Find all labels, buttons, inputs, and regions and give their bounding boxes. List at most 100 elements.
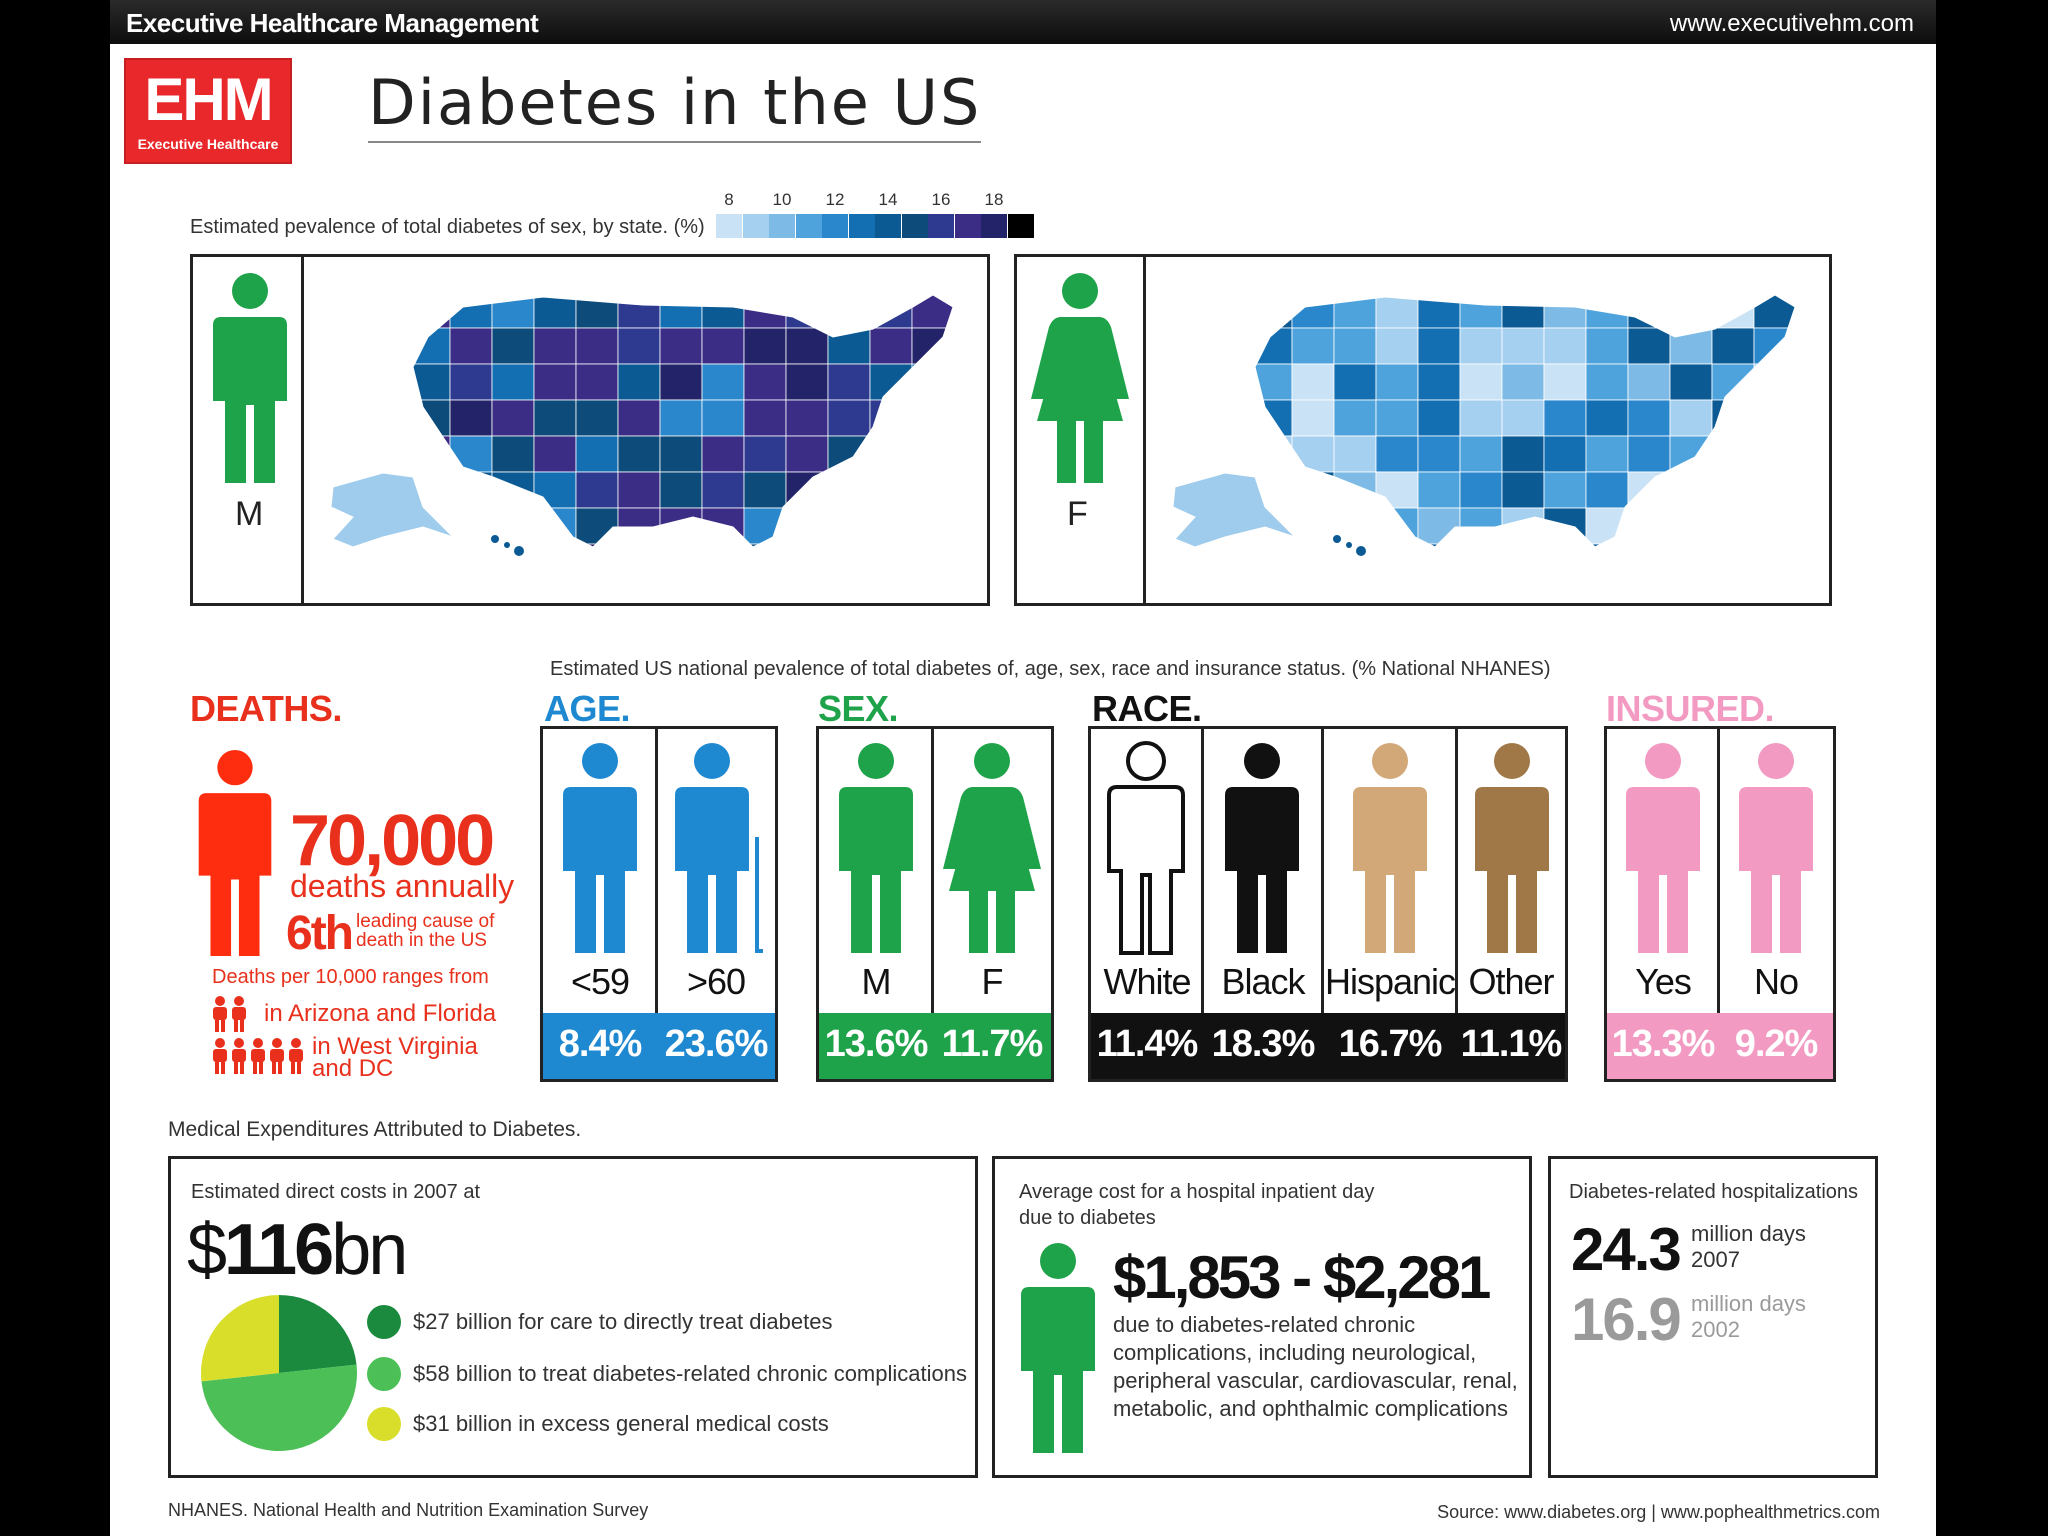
black-person-icon [1225,743,1299,953]
inpatient-note-line-4: metabolic, and ophthalmic complications [1113,1396,1508,1421]
sex-group-panel: M F 13.6% 11.7% [816,726,1054,1082]
age-value-bar: 8.4% 23.6% [543,1013,775,1079]
female-map-label: F [1067,495,1088,533]
female-map-panel: F [1014,254,1832,606]
site-url[interactable]: www.executivehm.com [1669,10,1914,37]
inpatient-person-icon [1021,1243,1095,1453]
deaths-figure-icon [198,749,272,957]
pie-slice-excess [201,1295,279,1382]
insured-no-value: 9.2% [1734,1023,1819,1065]
death-rank-note-line-1: leading cause of [356,911,495,932]
death-range-low: in Arizona and Florida [264,1000,497,1027]
deaths-count: 70,000 [290,801,495,881]
legend-tick: 14 [878,190,898,209]
race-white-cell: White [1091,729,1203,1079]
male-figure-icon [213,273,287,483]
age-under-59-cell: <59 [543,729,657,1079]
legend-swatch [822,214,848,238]
legend-tick: 16 [931,190,951,209]
sex-female-cell: F [931,729,1051,1079]
legend-swatch [875,214,901,238]
ehm-logo: EHM Executive Healthcare [124,58,292,164]
insured-no-cell: No [1717,729,1833,1079]
map-caption: Estimated pevalence of total diabetes of… [190,216,705,238]
sex-heading: SEX. [818,688,899,729]
race-group-panel: White Black Hispanic Other 11.4% 18.3% 1… [1088,726,1568,1082]
sex-male-value: 13.6% [824,1023,929,1065]
death-range-high: in West Virginia and DC [312,1035,478,1081]
legend-dot-excess [367,1407,401,1441]
legend-swatch [901,214,928,238]
legend-swatch [981,214,1007,238]
inpatient-note-line-1: due to diabetes-related chronic [1113,1312,1416,1337]
legend-direct-care: $27 billion for care to directly treat d… [413,1309,833,1334]
death-rank-note-line-2: death in the US [356,930,487,951]
hospitalizations-2007-value: 24.3 [1571,1216,1682,1283]
female-figure-icon [1031,273,1129,483]
insured-person-icon [1626,743,1700,953]
hospitalizations-panel: Diabetes-related hospitalizations 24.3 m… [1548,1156,1878,1478]
inpatient-label: Average cost for a hospital inpatient da… [1019,1179,1374,1231]
top-bar: Executive Healthcare Management www.exec… [110,0,1936,44]
hospitalizations-2007-unit: million days 2007 [1691,1221,1806,1273]
unit-text: million days [1691,1221,1806,1246]
male-map-panel: M [190,254,990,606]
direct-costs-pie-chart [201,1295,357,1451]
direct-costs-panel: Estimated direct costs in 2007 at $116bn… [168,1156,978,1478]
insured-value-bar: 13.3% 9.2% [1607,1013,1833,1079]
death-range-label: Deaths per 10,000 ranges from [212,966,489,988]
medical-caption: Medical Expenditures Attributed to Diabe… [168,1118,582,1141]
brand-name: Executive Healthcare Management [126,8,539,38]
female-us-map [1172,294,1796,556]
pie-slice-chronic [201,1364,357,1451]
legend-chronic: $58 billion to treat diabetes-related ch… [413,1361,967,1386]
race-label: Hispanic [1324,961,1456,1002]
race-label: Other [1468,961,1554,1002]
female-person-icon [943,743,1041,953]
race-white-value: 11.4% [1096,1023,1199,1065]
logo-text: EHM [144,66,273,133]
legend-excess: $31 billion in excess general medical co… [413,1411,829,1436]
male-person-icon [839,743,913,953]
legend-swatch [954,214,981,238]
year-text: 2002 [1691,1317,1740,1342]
inpatient-cost-note: due to diabetes-related chronic complica… [1113,1311,1518,1423]
death-rank-note: leading cause of death in the US [356,912,494,950]
amount-value: 116 [224,1210,334,1290]
footer-source[interactable]: Source: www.diabetes.org | www.pophealth… [1437,1502,1880,1522]
deaths-heading: DEATHS. [190,688,342,729]
inpatient-cost-range: $1,853 - $2,281 [1113,1244,1491,1311]
age-group-panel: <59 >60 8.4% 23.6% [540,726,778,1082]
year-text: 2007 [1691,1247,1740,1272]
race-black-value: 18.3% [1211,1023,1316,1065]
age-over-60-value: 23.6% [664,1023,769,1065]
age-label: <59 [570,961,630,1002]
age-over-60-cell: >60 [655,729,775,1079]
legend-swatch [1007,214,1034,238]
unit-text: million days [1691,1291,1806,1316]
legend-tick: 12 [825,190,845,209]
insured-yes-cell: Yes [1607,729,1719,1079]
death-rank: 6th [286,907,354,960]
white-person-icon [1107,741,1185,955]
male-us-map [330,294,954,556]
age-label: >60 [686,961,746,1002]
legend-swatch [742,214,769,238]
inpatient-note-line-2: complications, including neurological, [1113,1340,1477,1365]
race-black-cell: Black [1201,729,1323,1079]
male-map-label: M [235,495,264,533]
legend-tick: 18 [984,190,1004,209]
five-people-icon [213,1038,303,1074]
logo-subtext: Executive Healthcare [137,136,279,152]
insured-label: No [1753,961,1799,1002]
legend-swatch [928,214,954,238]
amount-unit: bn [331,1210,408,1290]
race-other-value: 11.1% [1460,1023,1563,1065]
hospitalizations-2002-value: 16.9 [1571,1286,1682,1353]
inpatient-note-line-3: peripheral vascular, cardiovascular, ren… [1113,1368,1518,1393]
insured-group-panel: Yes No 13.3% 9.2% [1604,726,1836,1082]
race-hispanic-cell: Hispanic [1321,729,1457,1079]
race-other-cell: Other [1455,729,1565,1079]
insured-label: Yes [1635,961,1692,1002]
hospitalizations-2002-unit: million days 2002 [1691,1291,1806,1343]
